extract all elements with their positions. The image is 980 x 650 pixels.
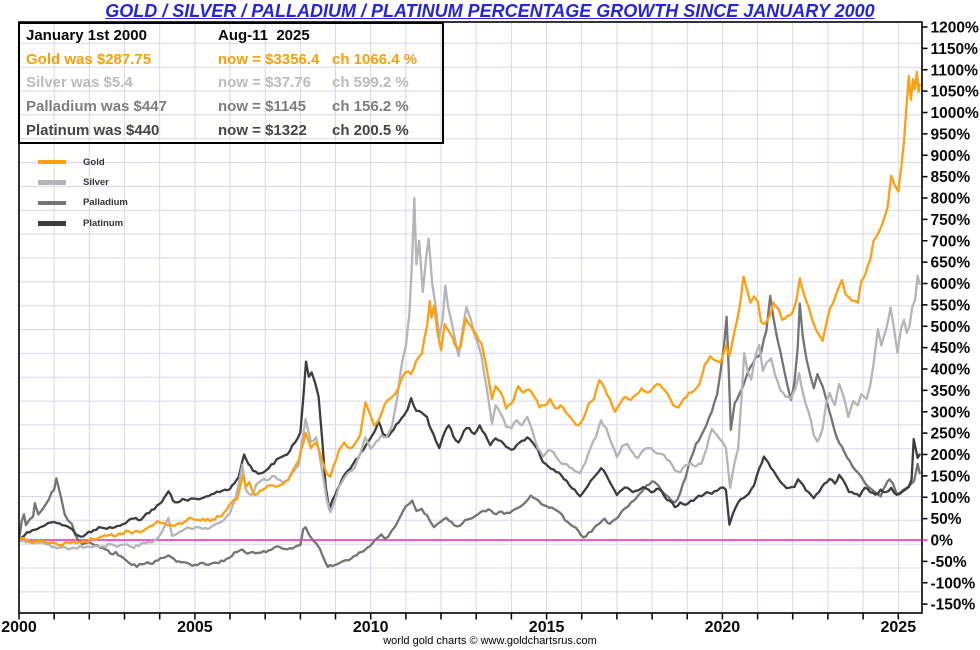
start-date-label: January 1st 2000 <box>26 27 147 45</box>
svg-text:400%: 400% <box>931 362 971 379</box>
svg-text:950%: 950% <box>931 126 971 143</box>
info-row-silver: Silver was $5.4 now = $37.76 ch 599.2 % <box>26 71 442 95</box>
svg-text:1150%: 1150% <box>931 41 979 58</box>
silver-now-value: now = $37.76 <box>218 74 311 92</box>
gold-was-value: Gold was $287.75 <box>26 50 152 68</box>
svg-text:-150%: -150% <box>931 597 976 614</box>
legend-item-silver: Silver <box>38 172 128 192</box>
svg-text:700%: 700% <box>931 233 971 250</box>
svg-text:1050%: 1050% <box>931 84 979 101</box>
chart-title: GOLD / SILVER / PALLADIUM / PLATINUM PER… <box>105 1 875 21</box>
info-row-gold: Gold was $287.75 now = $3356.4 ch 1066.4… <box>26 48 442 72</box>
svg-text:300%: 300% <box>931 404 971 421</box>
svg-text:800%: 800% <box>931 191 971 208</box>
svg-text:750%: 750% <box>931 212 971 229</box>
end-date-label: Aug-11 2025 <box>218 27 310 45</box>
series-lines <box>19 70 921 569</box>
svg-text:850%: 850% <box>931 169 971 186</box>
svg-text:550%: 550% <box>931 297 971 314</box>
platinum-was-value: Platinum was $440 <box>26 121 160 139</box>
silver-was-value: Silver was $5.4 <box>26 74 133 92</box>
svg-text:500%: 500% <box>931 319 971 336</box>
svg-text:2000: 2000 <box>1 619 37 636</box>
svg-text:2015: 2015 <box>529 619 565 636</box>
silver-line-swatch <box>38 180 66 185</box>
svg-text:1100%: 1100% <box>931 62 979 79</box>
legend-item-palladium: Palladium <box>38 193 128 213</box>
palladium-was-value: Palladium was $447 <box>26 98 167 116</box>
copyright-footer: world gold charts © www.goldchartsrus.co… <box>383 635 597 647</box>
axes: -150% -100% -50% 0% 50% 100% 150% 200% 250% 300% 3… <box>1 20 979 637</box>
chart-legend: Gold Silver Palladium Platinum <box>38 152 128 234</box>
gold-change-value: ch 1066.4 % <box>332 50 418 68</box>
palladium-now-value: now = $1145 <box>218 98 306 116</box>
svg-text:-100%: -100% <box>931 575 976 592</box>
series-gold <box>19 70 921 547</box>
svg-text:50%: 50% <box>931 511 962 528</box>
legend-label-palladium: Palladium <box>83 197 128 209</box>
legend-label-silver: Silver <box>83 177 109 189</box>
legend-label-gold: Gold <box>83 156 105 168</box>
platinum-change-value: ch 200.5 % <box>332 121 409 139</box>
series-palladium <box>19 294 921 569</box>
series-silver <box>19 196 921 551</box>
gold-line-swatch <box>38 159 66 165</box>
legend-label-platinum: Platinum <box>83 217 124 229</box>
palladium-line-swatch <box>38 200 66 206</box>
info-row-palladium: Palladium was $447 now = $1145 ch 156.2 … <box>26 95 442 119</box>
svg-text:2005: 2005 <box>177 619 213 636</box>
legend-item-gold: Gold <box>38 152 128 172</box>
svg-text:350%: 350% <box>931 383 971 400</box>
palladium-change-value: ch 156.2 % <box>332 98 409 116</box>
svg-text:450%: 450% <box>931 340 971 357</box>
info-row-platinum: Platinum was $440 now = $1322 ch 200.5 % <box>26 118 442 142</box>
svg-text:1000%: 1000% <box>931 105 979 122</box>
platinum-line-swatch <box>38 221 66 226</box>
svg-text:250%: 250% <box>931 426 971 443</box>
svg-text:2020: 2020 <box>705 619 741 636</box>
info-box-header: January 1st 2000 Aug-11 2025 <box>26 24 442 48</box>
svg-text:150%: 150% <box>931 468 971 485</box>
svg-text:0%: 0% <box>931 533 954 550</box>
svg-text:100%: 100% <box>931 490 971 507</box>
legend-item-platinum: Platinum <box>38 213 128 233</box>
svg-text:2010: 2010 <box>353 619 389 636</box>
svg-text:600%: 600% <box>931 276 971 293</box>
svg-text:650%: 650% <box>931 255 971 272</box>
silver-change-value: ch 599.2 % <box>332 74 409 92</box>
gold-now-value: now = $3356.4 <box>218 50 320 68</box>
svg-text:2025: 2025 <box>881 619 917 636</box>
info-box: January 1st 2000 Aug-11 2025 Gold was $2… <box>18 22 444 144</box>
series-platinum <box>19 360 921 542</box>
svg-text:1200%: 1200% <box>931 20 979 37</box>
svg-text:900%: 900% <box>931 148 971 165</box>
svg-text:-50%: -50% <box>931 554 967 571</box>
svg-text:200%: 200% <box>931 447 971 464</box>
platinum-now-value: now = $1322 <box>218 121 307 139</box>
